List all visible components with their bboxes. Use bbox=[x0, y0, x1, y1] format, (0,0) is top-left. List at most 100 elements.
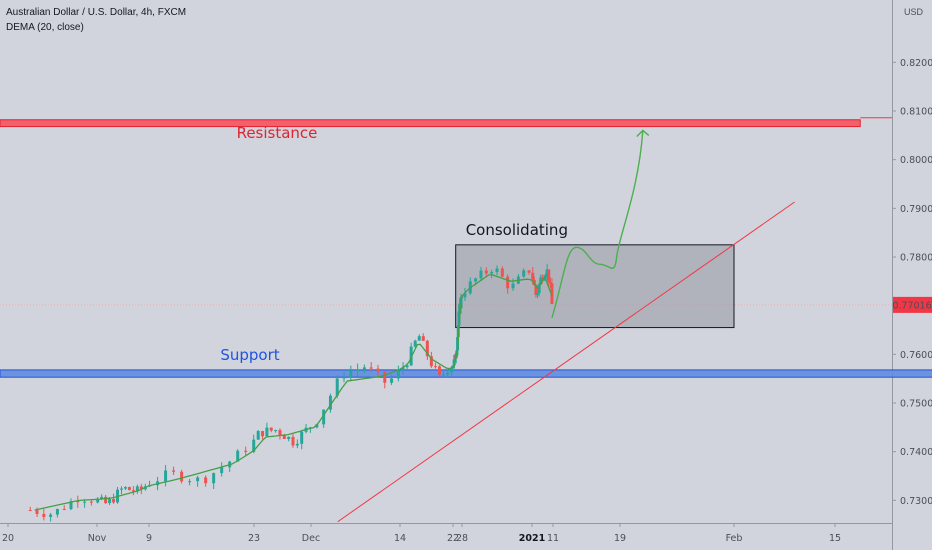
currency-label: USD bbox=[904, 7, 924, 17]
candle-body bbox=[322, 409, 326, 425]
candle-body bbox=[300, 431, 304, 444]
candle-body bbox=[362, 367, 366, 370]
x-tick-label: 22 bbox=[447, 533, 459, 544]
candle-body bbox=[356, 369, 360, 371]
candle-body bbox=[545, 269, 549, 276]
x-tick-label: Nov bbox=[88, 533, 107, 544]
candle-body bbox=[474, 278, 478, 282]
last-price-badge bbox=[893, 296, 932, 313]
candle-body bbox=[450, 368, 454, 373]
candle-body bbox=[446, 372, 450, 375]
candle-body bbox=[539, 277, 543, 285]
candle-body bbox=[536, 293, 540, 295]
candle-body bbox=[328, 395, 332, 410]
support-zone bbox=[0, 369, 932, 378]
candle-body bbox=[265, 427, 269, 437]
candle-body bbox=[282, 434, 286, 439]
consolidation-label: Consolidating bbox=[466, 221, 568, 239]
candle-body bbox=[369, 367, 373, 369]
candle-body bbox=[376, 368, 380, 372]
candle-body bbox=[437, 366, 441, 375]
candle-body bbox=[127, 487, 131, 491]
candle-body bbox=[429, 356, 433, 367]
candle-body bbox=[244, 450, 248, 452]
candle-body bbox=[28, 510, 32, 512]
candle-body bbox=[484, 270, 488, 274]
candle-body bbox=[315, 424, 319, 428]
dema-line bbox=[34, 274, 553, 511]
candle-body bbox=[287, 436, 291, 439]
candle-body bbox=[452, 359, 456, 366]
candle-body bbox=[139, 486, 143, 490]
x-tick-label: Feb bbox=[726, 533, 743, 544]
candle-body bbox=[547, 269, 551, 283]
candle-body bbox=[119, 488, 123, 490]
candle-body bbox=[550, 283, 554, 304]
candle-body bbox=[112, 499, 116, 503]
candle-body bbox=[506, 276, 510, 289]
candle-body bbox=[196, 477, 200, 482]
candle-body bbox=[256, 431, 260, 440]
candle-body bbox=[383, 371, 387, 383]
candle-body bbox=[401, 367, 405, 371]
x-tick-label: 19 bbox=[614, 533, 626, 544]
candle-body bbox=[252, 439, 256, 452]
candle-body bbox=[278, 430, 282, 435]
candle-body bbox=[108, 499, 112, 504]
candle-body bbox=[123, 487, 127, 489]
candle-body bbox=[442, 374, 446, 376]
last-price-label: 0.77016 bbox=[892, 300, 931, 311]
candle-body bbox=[180, 471, 184, 482]
trendline bbox=[337, 201, 795, 523]
candle-body bbox=[537, 284, 541, 294]
x-tick-label: 23 bbox=[248, 533, 260, 544]
resistance-label: Resistance bbox=[237, 124, 318, 142]
candle-body bbox=[335, 378, 339, 396]
candle-body bbox=[542, 278, 546, 281]
candle-body bbox=[291, 436, 295, 446]
candle-body bbox=[269, 427, 273, 431]
candle-body bbox=[89, 501, 93, 503]
candle-body bbox=[42, 513, 46, 517]
candle-body bbox=[527, 270, 531, 273]
candle-body bbox=[104, 496, 108, 504]
candle-body bbox=[274, 430, 278, 432]
indicator-legend[interactable]: DEMA (20, close) bbox=[6, 22, 84, 33]
candle-body bbox=[69, 501, 73, 510]
candle-body bbox=[457, 311, 461, 326]
candle-body bbox=[405, 365, 409, 368]
candle-body bbox=[511, 283, 515, 289]
candle-body bbox=[295, 443, 299, 446]
projection-arrowhead bbox=[636, 129, 650, 137]
candle-body bbox=[96, 498, 100, 503]
candle-body bbox=[390, 378, 394, 383]
candle-body bbox=[421, 336, 425, 341]
x-tick-label: Dec bbox=[302, 533, 320, 544]
candle-body bbox=[425, 340, 429, 357]
candle-body bbox=[76, 501, 80, 503]
x-tick-label: 28 bbox=[456, 533, 468, 544]
x-tick-label: 14 bbox=[394, 533, 406, 544]
candle-body bbox=[495, 268, 499, 273]
support-label: Support bbox=[220, 346, 279, 364]
candle-body bbox=[433, 366, 437, 368]
x-tick-label: 15 bbox=[829, 533, 841, 544]
candle-body bbox=[522, 270, 526, 277]
candle-body bbox=[212, 473, 216, 484]
candle-body bbox=[172, 470, 176, 472]
x-tick-label: 20 bbox=[2, 533, 14, 544]
symbol-title[interactable]: Australian Dollar / U.S. Dollar, 4h, FXC… bbox=[6, 7, 187, 18]
candle-body bbox=[349, 370, 353, 378]
candle-body bbox=[463, 293, 467, 298]
candle-body bbox=[220, 467, 224, 474]
candle-body bbox=[342, 377, 346, 379]
candle-body bbox=[131, 490, 135, 492]
candle-body bbox=[396, 370, 400, 379]
